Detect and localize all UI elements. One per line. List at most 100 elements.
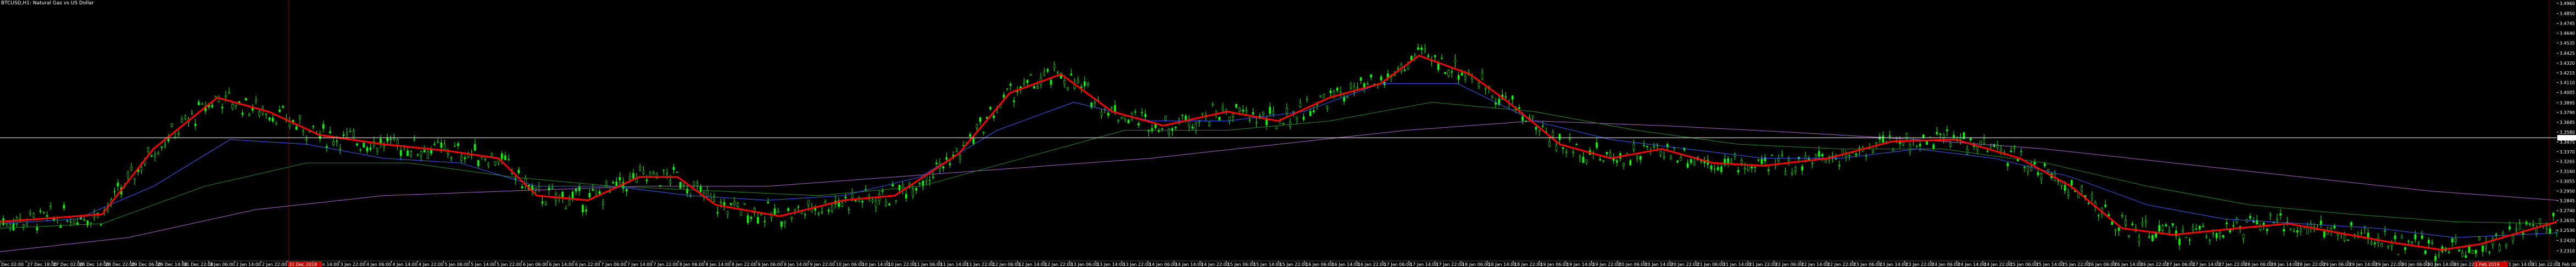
candle-body	[2491, 238, 2494, 245]
time-tick-label: 21 Jan 06:00	[1697, 262, 1725, 267]
candle-body	[1942, 134, 1945, 139]
candle-body	[541, 201, 544, 203]
price-tick-label: 3.4960	[2560, 1, 2575, 6]
candle-body	[248, 114, 250, 116]
time-tick-label: 8 Jan 14:00	[706, 262, 731, 267]
candle-body	[2232, 225, 2235, 226]
candle-body	[1460, 72, 1463, 76]
candle-body	[2515, 229, 2518, 231]
time-tick-label: 21 Jan 22:00	[1749, 262, 1777, 267]
candle-body	[2434, 255, 2437, 262]
candle-body	[1569, 138, 1571, 140]
time-tick-label: 15 Jan 14:00	[1253, 262, 1281, 267]
candle-body	[2283, 229, 2285, 232]
candle-body	[609, 191, 611, 192]
candle-body	[1646, 146, 1648, 147]
candle-body	[1033, 86, 1035, 89]
candle-body	[662, 169, 665, 171]
candle-body	[1727, 158, 1730, 163]
price-tick-label: 3.4320	[2560, 61, 2575, 66]
candle-body	[2040, 173, 2043, 179]
candle-body	[241, 112, 244, 115]
candle-body	[1760, 158, 1763, 164]
price-tick-label: 3.2950	[2560, 189, 2575, 194]
candle-body	[1447, 70, 1450, 76]
time-tick-label: 3 Jan 14:00	[314, 262, 339, 267]
candle-body	[1063, 80, 1066, 85]
candle-body	[824, 201, 827, 203]
time-tick-label: 23 Jan 14:00	[1880, 262, 1908, 267]
candle-body	[625, 189, 628, 192]
candle-body	[2138, 237, 2140, 243]
candle-body	[1218, 117, 1220, 121]
candle-body	[754, 208, 756, 213]
candle-body	[1016, 90, 1018, 92]
candle-body	[2114, 230, 2117, 231]
time-tick-label: 26 Jan 14:00	[2115, 262, 2143, 267]
candle-body	[1740, 160, 1743, 164]
candle-body	[1350, 84, 1352, 88]
highlighted-date-label: 1 Feb 2019	[2475, 262, 2500, 267]
candle-body	[299, 116, 301, 120]
candle-body	[221, 107, 224, 109]
candle-body	[1444, 72, 1446, 74]
time-tick-label: 27 Dec 18:00	[27, 262, 57, 267]
candle-body	[1279, 121, 1281, 124]
price-tick-label: 3.3265	[2560, 160, 2575, 164]
candle-body	[568, 200, 571, 206]
time-tick-label: 25 Jan 14:00	[2036, 262, 2064, 267]
candle-body	[2461, 252, 2464, 257]
candle-body	[2319, 220, 2322, 225]
time-tick-label: 9 Jan 06:00	[758, 262, 783, 267]
candle-body	[329, 131, 331, 133]
candle-body	[1117, 119, 1119, 122]
candle-body	[2401, 236, 2403, 239]
time-tick-label: 29 Dec 14:00	[158, 262, 187, 267]
current-price-badge	[2557, 135, 2576, 141]
candle-body	[854, 200, 857, 201]
candle-body	[1939, 134, 1942, 135]
candle-body	[157, 152, 160, 155]
candle-body	[420, 151, 422, 157]
candle-body	[2296, 230, 2299, 233]
candle-body	[508, 159, 510, 160]
candle-body	[962, 145, 964, 146]
candle-body	[1750, 166, 1753, 169]
price-tick-label: 3.3790	[2560, 110, 2575, 115]
price-tick-label: 3.2310	[2560, 248, 2575, 253]
candle-body	[676, 172, 678, 173]
candle-body	[1437, 63, 1440, 70]
time-tick-label: 31 Jan 14:00	[2506, 262, 2534, 267]
candle-body	[2131, 223, 2134, 225]
time-tick-label: 13 Jan 14:00	[1097, 262, 1125, 267]
candle-body	[757, 217, 759, 224]
candle-body	[2266, 229, 2268, 231]
candle-body	[726, 211, 729, 215]
time-tick-label: 7 Jan 22:00	[654, 262, 679, 267]
candle-body	[1915, 146, 1918, 147]
candle-body	[2333, 225, 2336, 229]
candle-body	[36, 227, 38, 230]
candle-body	[1363, 83, 1365, 88]
candle-body	[1036, 86, 1039, 89]
candle-body	[490, 153, 493, 156]
time-tick-label: 19 Jan 14:00	[1566, 262, 1594, 267]
candle-body	[912, 189, 914, 197]
candle-body	[696, 183, 699, 186]
candle-body	[2125, 220, 2127, 225]
candle-body	[1481, 72, 1484, 79]
candle-body	[2128, 235, 2130, 237]
candle-body	[807, 200, 810, 206]
candle-body	[1090, 102, 1092, 108]
candle-body	[517, 169, 520, 173]
candle-body	[2107, 214, 2110, 216]
candle-body	[1666, 144, 1669, 147]
candle-body	[184, 116, 187, 119]
candle-body	[406, 150, 409, 156]
candle-body	[632, 173, 634, 179]
candle-body	[1195, 122, 1197, 130]
candle-body	[787, 208, 789, 211]
candle-body	[164, 144, 166, 146]
